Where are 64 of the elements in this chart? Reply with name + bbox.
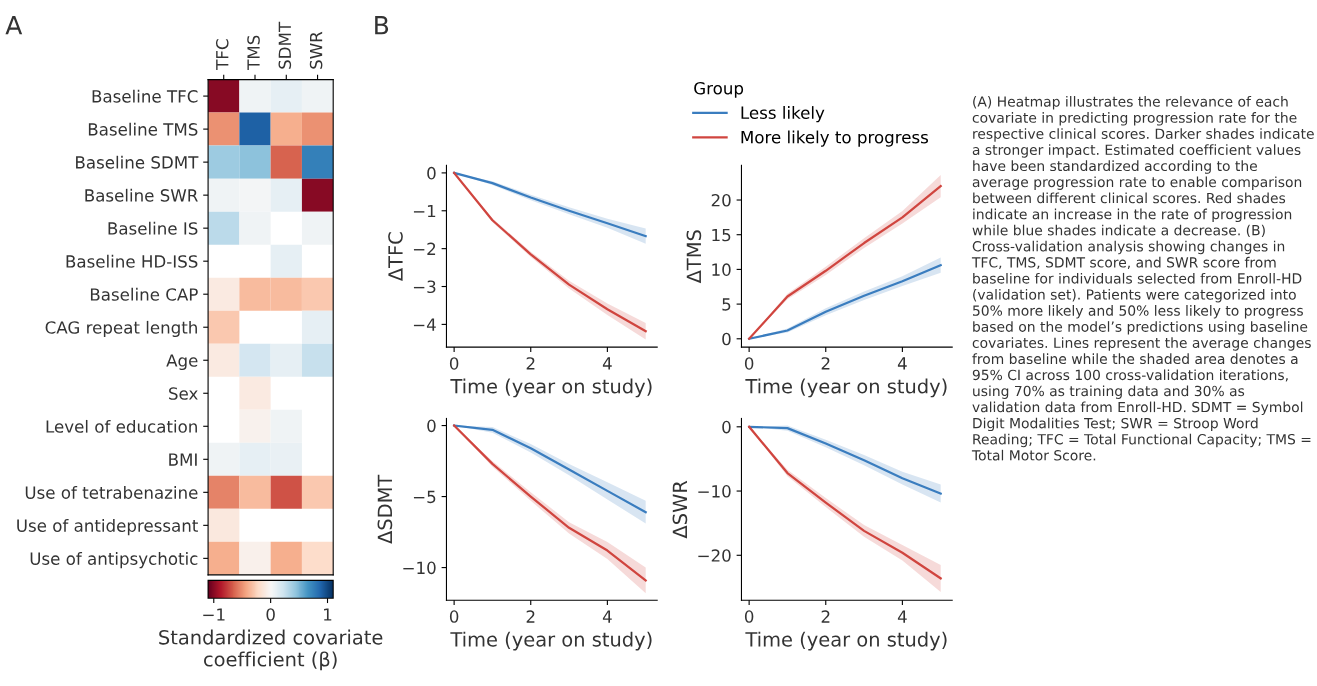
y-tick-label: 15: [712, 228, 731, 242]
y-tick-label: Baseline HD-ISS: [66, 254, 198, 268]
y-tick-label: Use of tetrabenazine: [25, 485, 198, 499]
x-axis-title: Time (year on study): [745, 378, 947, 398]
legend-label: More likely to progress: [741, 130, 929, 147]
y-tick-label: 0: [427, 166, 436, 180]
x-tick-label: 4: [897, 357, 907, 370]
y-tick-label: −20: [698, 549, 731, 562]
y-axis-title: ΔTFC: [388, 232, 403, 282]
y-tick-label: 10: [712, 263, 731, 276]
x-tick-label: 0: [744, 357, 754, 370]
x-axis-title: Time (year on study): [450, 378, 652, 398]
x-tick-label: SDMT: [278, 21, 292, 69]
y-tick-label: −2: [413, 242, 436, 255]
y-tick-label: Level of education: [46, 419, 197, 433]
text: A: [5, 16, 23, 35]
y-tick-label: Sex: [169, 387, 198, 400]
x-tick-label: TMS: [247, 35, 260, 70]
color-bar-title: Standardized covariate coefficient (β): [159, 629, 383, 671]
color-bar-label: −1: [203, 608, 225, 621]
x-tick-label: 4: [897, 610, 907, 623]
x-tick-label: 4: [602, 610, 612, 623]
x-tick-label: 2: [526, 610, 535, 623]
y-tick-label: 0: [722, 332, 731, 346]
y-tick-label: −10: [698, 485, 731, 498]
y-tick-label: −4: [413, 318, 436, 331]
y-tick-label: 5: [722, 298, 731, 311]
y-tick-label: CAG repeat length: [45, 320, 197, 338]
y-tick-label: 0: [427, 419, 436, 433]
x-tick-label: 0: [744, 610, 754, 623]
y-tick-label: Baseline SWR: [85, 188, 198, 202]
text: (A) Heatmap illustrates the relevance of each covariate in predicting progression rate for the respective clinical scores. Darker shades indicate a stronger impact. Estimated coefficient values have been standardized according to the average progression rate to enable comparison between different clinical scores. Red shades indicate an increase in the rate of progression while blue shades indicate a decrease. (B) Cross-validation analysis showing changes in TFC, TMS, SDMT score, and SWR score from baseline for individuals selected from Enroll-HD (validation set). Patients were categorized into 50% more likely and 50% less likely to progress based on the model’s predictions using baseline covariates. Lines represent the average changes from baseline while the shaded area denotes a 95% CI across 100 cross-validation iterations, using 70% as training data and 30% as validation data from Enroll-HD. SDMT = Symbol Digit Modalities Test; SWR = Stroop Word Reading; TFC = Total Functional Capacity; TMS = Total Motor Score.: [971, 96, 1314, 461]
y-tick-label: −1: [413, 204, 436, 218]
y-tick-label: Use of antipsychotic: [30, 552, 198, 569]
text: B: [375, 16, 389, 35]
legend-title: Group: [694, 81, 744, 98]
y-tick-label: −3: [413, 280, 436, 294]
y-axis-title: ΔSDMT: [377, 474, 393, 544]
x-tick-label: 0: [449, 357, 459, 370]
y-tick-label: Baseline IS: [108, 221, 198, 235]
x-axis-title: Time (year on study): [745, 631, 947, 651]
x-tick-label: 2: [821, 610, 830, 623]
y-tick-label: −5: [413, 490, 436, 504]
y-tick-label: Baseline SDMT: [76, 155, 199, 169]
y-tick-label: Baseline TMS: [88, 122, 198, 136]
x-tick-label: 4: [602, 357, 612, 370]
legend-label: Less likely: [741, 106, 825, 123]
y-tick-label: Baseline CAP: [90, 287, 198, 301]
y-axis-title: ΔSWR: [672, 480, 688, 539]
x-tick-label: TFC: [215, 39, 229, 70]
x-tick-label: 2: [821, 357, 830, 370]
y-tick-label: Use of antidepressant: [17, 519, 198, 536]
x-tick-label: SWR: [309, 31, 323, 69]
y-tick-label: BMI: [169, 453, 197, 466]
y-tick-label: −10: [403, 561, 436, 575]
y-tick-label: Baseline TFC: [92, 89, 198, 103]
x-tick-label: 2: [526, 357, 535, 370]
x-tick-label: 0: [449, 610, 459, 623]
y-tick-label: Age: [166, 354, 198, 371]
color-bar-label: 1: [324, 608, 332, 621]
y-tick-label: 0: [722, 420, 731, 434]
y-axis-title: ΔTMS: [686, 230, 702, 284]
x-axis-title: Time (year on study): [450, 631, 652, 651]
y-tick-label: 20: [711, 193, 731, 207]
